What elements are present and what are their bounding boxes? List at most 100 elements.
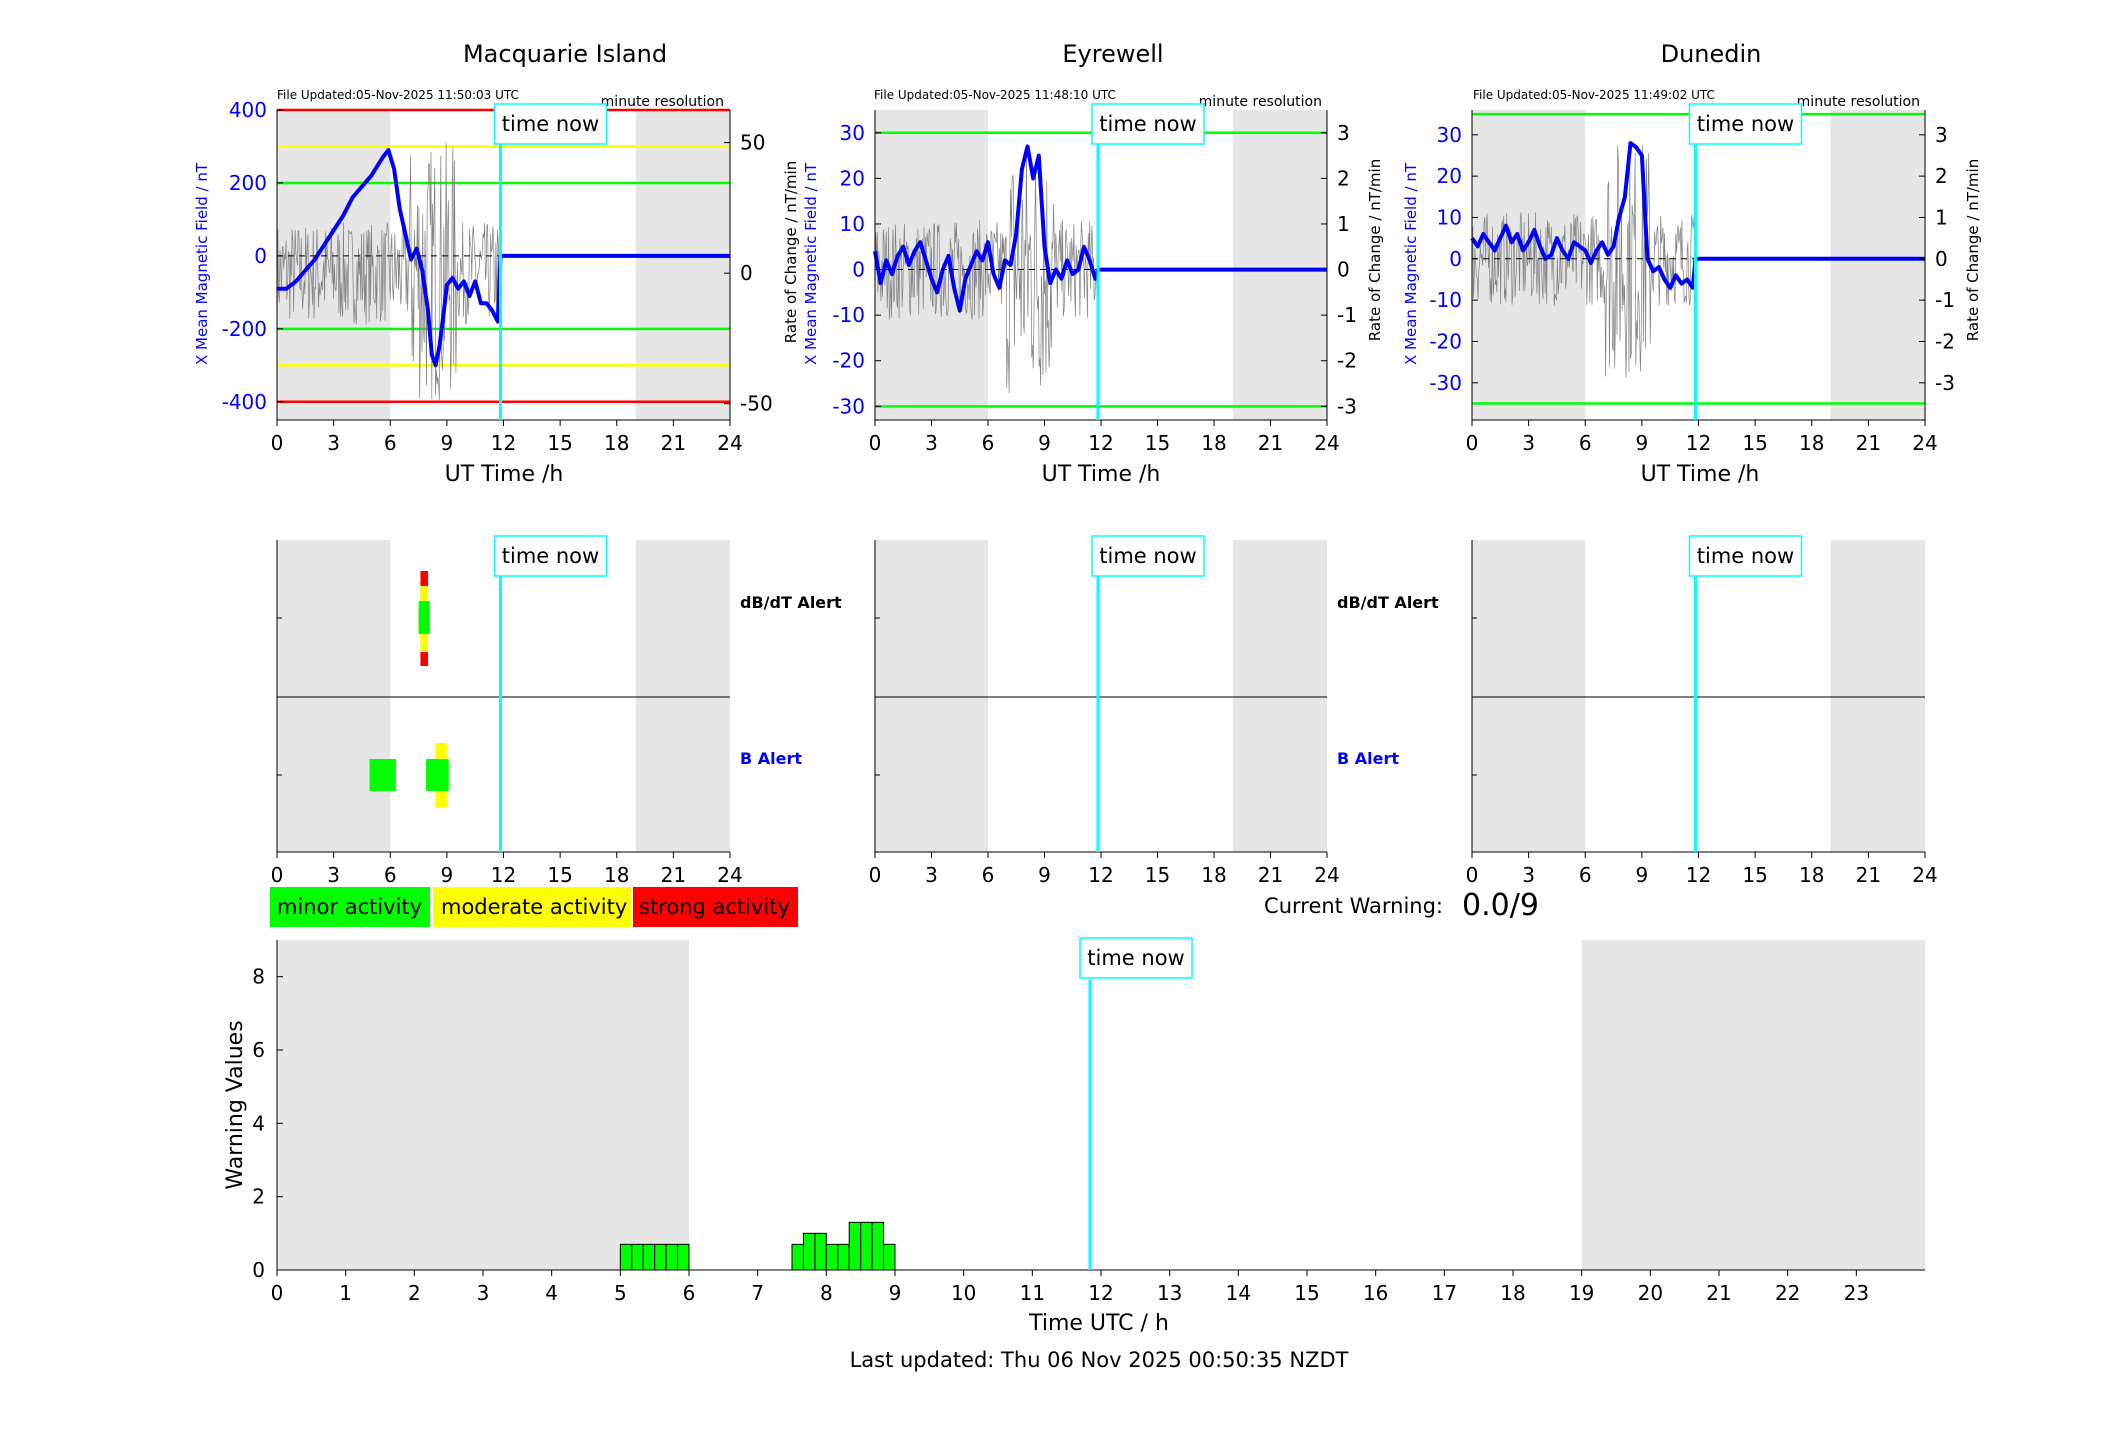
alert-xtick-label-eyrewell-6: 18	[1201, 863, 1226, 887]
warning-bar-9	[825, 1243, 839, 1271]
field-line-dunedin	[1470, 141, 1925, 290]
ytick-label-dunedin-0: -30	[1429, 371, 1462, 395]
night-shade-dunedin-1	[1830, 110, 1925, 420]
xtick-label-eyrewell-7: 21	[1258, 431, 1283, 455]
ytick-right-label-dunedin-4: 1	[1935, 205, 1948, 229]
time-now-top-macquarie: time now	[493, 103, 608, 145]
warning-bar-8	[814, 1232, 827, 1271]
warning-xtick-label-19: 19	[1569, 1281, 1594, 1305]
alert-xtick-label-dunedin-7: 21	[1856, 863, 1881, 887]
warning-bar-11	[848, 1221, 862, 1271]
warning-xtick-label-18: 18	[1500, 1281, 1525, 1305]
alert-xtick-label-dunedin-0: 0	[1466, 863, 1479, 887]
night-shade-macquarie-1	[635, 110, 730, 420]
alert-xtick-label-eyrewell-8: 24	[1314, 863, 1339, 887]
alert-night-shade-eyrewell-0	[875, 540, 988, 852]
ytick-label-macquarie-3: 200	[229, 171, 267, 195]
alert-xtick-label-macquarie-2: 6	[384, 863, 397, 887]
alert-night-shade-dunedin-1	[1830, 540, 1925, 852]
ytick-label-dunedin-6: 30	[1437, 123, 1462, 147]
legend-minor-label: minor activity	[277, 895, 422, 919]
warning-xtick-label-4: 4	[545, 1281, 558, 1305]
ytick-right-label-dunedin-1: -2	[1935, 329, 1955, 353]
time-now-top-dunedin: time now	[1688, 103, 1803, 145]
alert-xtick-label-eyrewell-2: 6	[982, 863, 995, 887]
alert-xtick-label-dunedin-6: 18	[1799, 863, 1824, 887]
time-now-top-eyrewell-label: time now	[1099, 112, 1196, 136]
ylabel-right-dunedin-rate: Rate of Change / nT/min	[1366, 159, 1384, 341]
ytick-right-label-eyrewell-2: -1	[1337, 303, 1357, 327]
resolution-eyrewell: minute resolution	[1199, 94, 1322, 110]
xlabel-eyrewell: UT Time /h	[1042, 462, 1161, 487]
ytick-right-label-macquarie-0: -50	[740, 392, 773, 416]
ytick-right-label-eyrewell-5: 2	[1337, 166, 1350, 190]
warning-bar-10	[837, 1243, 850, 1271]
xtick-label-macquarie-2: 6	[384, 431, 397, 455]
alert-xtick-label-eyrewell-1: 3	[925, 863, 938, 887]
alert-xtick-label-macquarie-8: 24	[717, 863, 742, 887]
warning-bar-12	[860, 1221, 873, 1271]
station-title-macquarie: Macquarie Island	[463, 40, 667, 68]
ytick-right-label-eyrewell-1: -2	[1337, 349, 1357, 373]
ytick-label-eyrewell-6: 30	[840, 121, 865, 145]
warning-bar-13	[871, 1221, 885, 1271]
warning-xtick-label-23: 23	[1844, 1281, 1869, 1305]
warning-bar-7	[802, 1232, 816, 1271]
xtick-label-macquarie-1: 3	[327, 431, 340, 455]
ylabel-macquarie: X Mean Magnetic Field / nT	[193, 162, 211, 365]
resolution-dunedin: minute resolution	[1797, 94, 1920, 110]
warning-xtick-label-1: 1	[339, 1281, 352, 1305]
legend-moderate-label: moderate activity	[441, 895, 627, 919]
xtick-label-eyrewell-1: 3	[925, 431, 938, 455]
alert-xtick-label-dunedin-2: 6	[1579, 863, 1592, 887]
xtick-label-macquarie-0: 0	[271, 431, 284, 455]
time-now-top-macquarie-box	[493, 103, 608, 145]
warning-ytick-label-3: 6	[252, 1038, 265, 1062]
ytick-right-label-dunedin-3: 0	[1935, 247, 1948, 271]
ytick-right-label-eyrewell-6: 3	[1337, 121, 1350, 145]
warning-bar-2	[642, 1243, 656, 1271]
warning-xtick-label-20: 20	[1638, 1281, 1663, 1305]
ytick-label-eyrewell-1: -20	[832, 349, 865, 373]
night-shade-macquarie-0	[277, 110, 391, 420]
alert-xtick-label-macquarie-0: 0	[271, 863, 284, 887]
time-now-warning: time now	[1079, 937, 1193, 979]
xtick-label-dunedin-4: 12	[1686, 431, 1711, 455]
warning-xtick-label-14: 14	[1226, 1281, 1251, 1305]
alert-xtick-label-macquarie-5: 15	[547, 863, 572, 887]
warning-bar-1	[631, 1243, 644, 1271]
warning-ytick-label-2: 4	[252, 1111, 265, 1135]
current-warning-value: 0.0/9	[1462, 888, 1539, 923]
dbdt-alert-label-macquarie: dB/dT Alert	[740, 593, 842, 612]
xtick-label-macquarie-8: 24	[717, 431, 742, 455]
warning-chart-xlabel: Time UTC / h	[1028, 1311, 1169, 1336]
ytick-label-eyrewell-0: -30	[832, 394, 865, 418]
xtick-label-macquarie-6: 18	[604, 431, 629, 455]
xtick-label-dunedin-5: 15	[1742, 431, 1767, 455]
xtick-label-macquarie-3: 9	[441, 431, 454, 455]
time-now-alert-eyrewell-label: time now	[1099, 544, 1196, 568]
xtick-label-eyrewell-4: 12	[1088, 431, 1113, 455]
time-now-alert-macquarie-box	[493, 535, 608, 577]
activity-legend: minor activity moderate activity strong …	[270, 887, 798, 927]
xtick-label-eyrewell-5: 15	[1145, 431, 1170, 455]
time-now-alert-dunedin: time now	[1688, 535, 1803, 577]
alert-xtick-label-eyrewell-0: 0	[869, 863, 882, 887]
ylabel-right-eyrewell-rate: Rate of Change / nT/min	[782, 161, 800, 343]
legend-moderate-swatch	[433, 887, 631, 927]
alert-night-shade-macquarie-1	[635, 540, 730, 852]
time-now-alert-dunedin-box	[1688, 535, 1803, 577]
warning-ytick-label-4: 8	[252, 965, 265, 989]
ytick-label-dunedin-3: 0	[1449, 247, 1462, 271]
ytick-label-eyrewell-4: 10	[840, 212, 865, 236]
alert-xtick-label-eyrewell-5: 15	[1145, 863, 1170, 887]
warning-night-shade-1	[1581, 940, 1925, 1270]
xtick-label-eyrewell-8: 24	[1314, 431, 1339, 455]
ytick-right-label-macquarie-2: 50	[740, 131, 765, 155]
xlabel-macquarie: UT Time /h	[445, 462, 564, 487]
warning-bar-14	[883, 1243, 896, 1271]
time-now-warning-box	[1079, 937, 1193, 979]
warning-xtick-label-15: 15	[1294, 1281, 1319, 1305]
warning-bar-5	[677, 1243, 690, 1271]
